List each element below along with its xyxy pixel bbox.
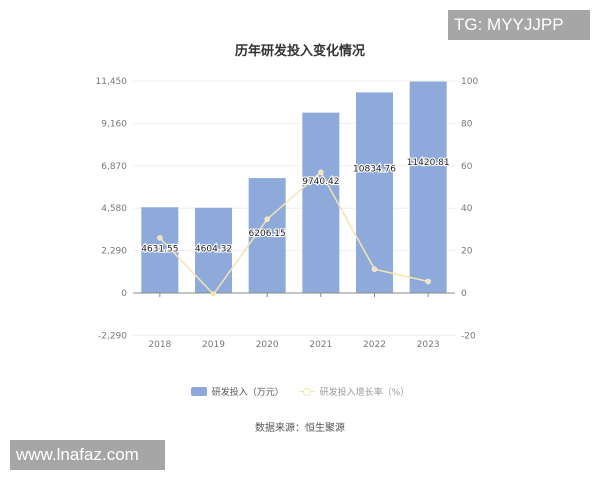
bar-2022[interactable] [356,92,393,293]
bar-value-label: 4604.32 [195,245,232,255]
legend-label: 研发投入增长率（%） [319,388,410,398]
bar-value-label: 10834.76 [353,165,396,175]
watermark-tg: TG: MYYJJPP [448,10,590,40]
x-axis-label: 2020 [256,340,279,350]
left-axis-tick: 2,290 [101,247,127,257]
right-axis-tick: 100 [461,77,478,87]
watermark-website: www.lnafaz.com [10,440,165,470]
left-axis-tick: 9,160 [101,119,127,129]
left-axis-tick: 11,450 [96,77,128,87]
right-axis-tick: 60 [461,162,473,172]
data-source: 数据来源：恒生聚源 [255,423,345,434]
bar-value-label: 6206.15 [249,229,286,239]
right-axis-tick: -20 [461,331,476,341]
left-axis-tick: 4,580 [101,204,127,214]
right-axis-tick: 20 [461,247,473,257]
bar-value-label: 11420.81 [407,158,450,168]
x-axis-label: 2019 [202,340,225,350]
right-axis-tick: 40 [461,204,473,214]
right-axis-tick: 0 [461,289,467,299]
bar-2019[interactable] [195,207,232,293]
growth-point-2022[interactable] [371,266,378,272]
legend-label: 研发投入（万元） [211,388,284,398]
legend-item-growth-rate[interactable]: 研发投入增长率（%） [298,385,410,398]
bar-swatch-icon [190,387,207,396]
left-axis-tick: -2,290 [98,331,127,341]
chart-title: 历年研发投入变化情况 [234,44,365,59]
bar-2021[interactable] [302,112,340,294]
x-axis-label: 2018 [148,340,171,350]
chart-legend: 研发投入（万元） 研发投入增长率（%） [0,385,600,399]
growth-point-2020[interactable] [264,216,270,222]
growth-point-2018[interactable] [157,235,163,241]
legend-item-rd-investment[interactable]: 研发投入（万元） [190,385,284,398]
growth-point-2023[interactable] [425,278,431,285]
left-axis-tick: 6,870 [101,162,127,172]
line-marker-icon [298,387,315,396]
x-axis-label: 2023 [417,340,440,350]
bar-2023[interactable] [409,81,447,293]
x-axis-label: 2021 [309,340,332,350]
growth-point-2021[interactable] [318,169,324,176]
bar-value-label: 9740.42 [302,177,339,187]
growth-point-2019[interactable] [210,291,217,298]
left-axis-tick: 0 [121,289,127,299]
bar-value-label: 4631.55 [141,244,178,254]
right-axis-tick: 80 [461,119,473,129]
growth-rate-line [159,171,429,296]
x-axis-label: 2022 [363,340,386,350]
